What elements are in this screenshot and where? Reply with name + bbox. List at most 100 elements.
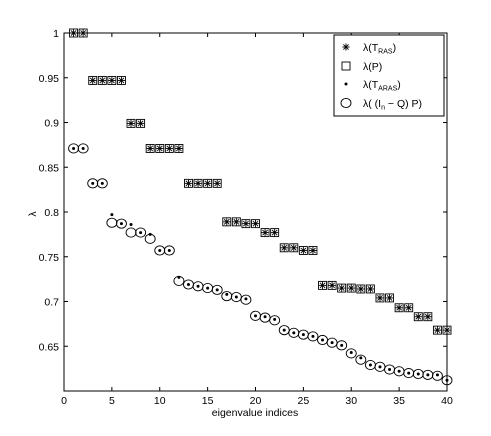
asterisk-point [98,76,106,85]
square-point [346,283,356,293]
legend-label: λ(P) [363,61,382,73]
asterisk-point [213,179,221,187]
square-point [174,144,184,153]
asterisk-point [299,246,307,255]
x-tick-label: 40 [441,395,453,407]
asterisk-point [223,218,231,226]
asterisk-point [347,284,355,292]
dot-point [72,146,76,150]
square-point [260,228,270,238]
circle-point [336,340,348,351]
asterisk-point [146,144,154,153]
dot-point [91,181,95,185]
dot-point [215,288,219,292]
circle-point [441,375,453,386]
x-tick-label: 5 [109,395,115,407]
square-point [270,228,280,238]
circle-point [431,370,443,381]
square-point [432,325,442,335]
dot-point [273,317,277,321]
dot-point [388,368,392,372]
asterisk-point [127,119,135,127]
asterisk-point [328,281,336,289]
square-point [212,178,222,188]
asterisk-point [290,244,298,252]
circle-point [115,218,127,229]
asterisk-point [194,179,202,187]
asterisk-point [414,313,422,321]
circle-point [163,245,175,256]
dot-point [378,365,382,369]
asterisk-point [443,326,451,334]
square-point [203,178,213,188]
asterisk-point [338,284,346,292]
dot-point [81,146,85,150]
y-tick-label: 0.75 [39,252,60,264]
asterisk-point [108,76,116,85]
legend-marker-dot [344,82,348,86]
y-tick-label: 0.7 [44,297,59,309]
legend-label: λ(TARAS) [363,79,401,93]
dot-point [196,284,200,288]
y-tick-label: 0.9 [44,118,59,130]
square-point [404,303,414,313]
dot-point [416,372,420,376]
dot-point [349,351,353,355]
x-tick-label: 30 [345,395,357,407]
asterisk-point [318,281,327,289]
circle-point [173,275,185,286]
legend-marker-asterisk [342,43,350,51]
dot-point [311,334,315,338]
asterisk-point [261,228,269,237]
dot-point [158,248,162,252]
dot-point [282,328,286,332]
x-tick-label: 0 [61,395,67,407]
square-point [385,293,394,303]
dot-point [234,295,238,299]
y-tick-label: 1 [53,28,59,40]
square-point [88,75,98,85]
circle-point [307,331,319,342]
square-point [184,178,193,188]
square-point [365,284,375,294]
legend-box [333,34,445,117]
dot-point [368,363,372,367]
x-tick-label: 20 [250,395,262,407]
x-tick-label: 10 [154,395,166,407]
square-point [413,312,423,322]
square-point [298,246,308,255]
x-tick-label: 35 [393,395,405,407]
asterisk-point [405,304,413,312]
circle-point [211,284,223,295]
square-point [78,28,88,38]
legend-label: λ(TRAS) [363,42,396,56]
circle-point [345,348,357,359]
dot-point [254,314,257,318]
square-point [337,283,347,293]
asterisk-point [385,294,394,302]
y-tick-label: 0.65 [39,341,60,353]
y-tick-label: 0.85 [39,162,60,174]
square-point [279,243,289,253]
dot-point [321,338,325,342]
square-point [375,293,385,303]
asterisk-point [117,76,126,85]
legend: λ(TRAS) λ(P) λ(TARAS) λ( (In − Q) P) [333,34,445,117]
dot-point [119,222,123,226]
square-point [164,144,174,153]
legend-marker-circle [340,97,352,109]
dot-point [340,343,344,347]
dot-point [139,231,143,235]
dot-point [426,373,430,377]
circle-point [269,315,281,326]
square-point [231,217,241,227]
asterisk-point [433,326,442,334]
square-point [155,144,165,153]
square-point [356,284,366,294]
square-point [442,325,452,335]
legend-marker-square [341,61,351,71]
circle-point [355,354,367,365]
circle-point [240,294,252,305]
square-point [193,178,203,188]
square-point [126,118,136,128]
